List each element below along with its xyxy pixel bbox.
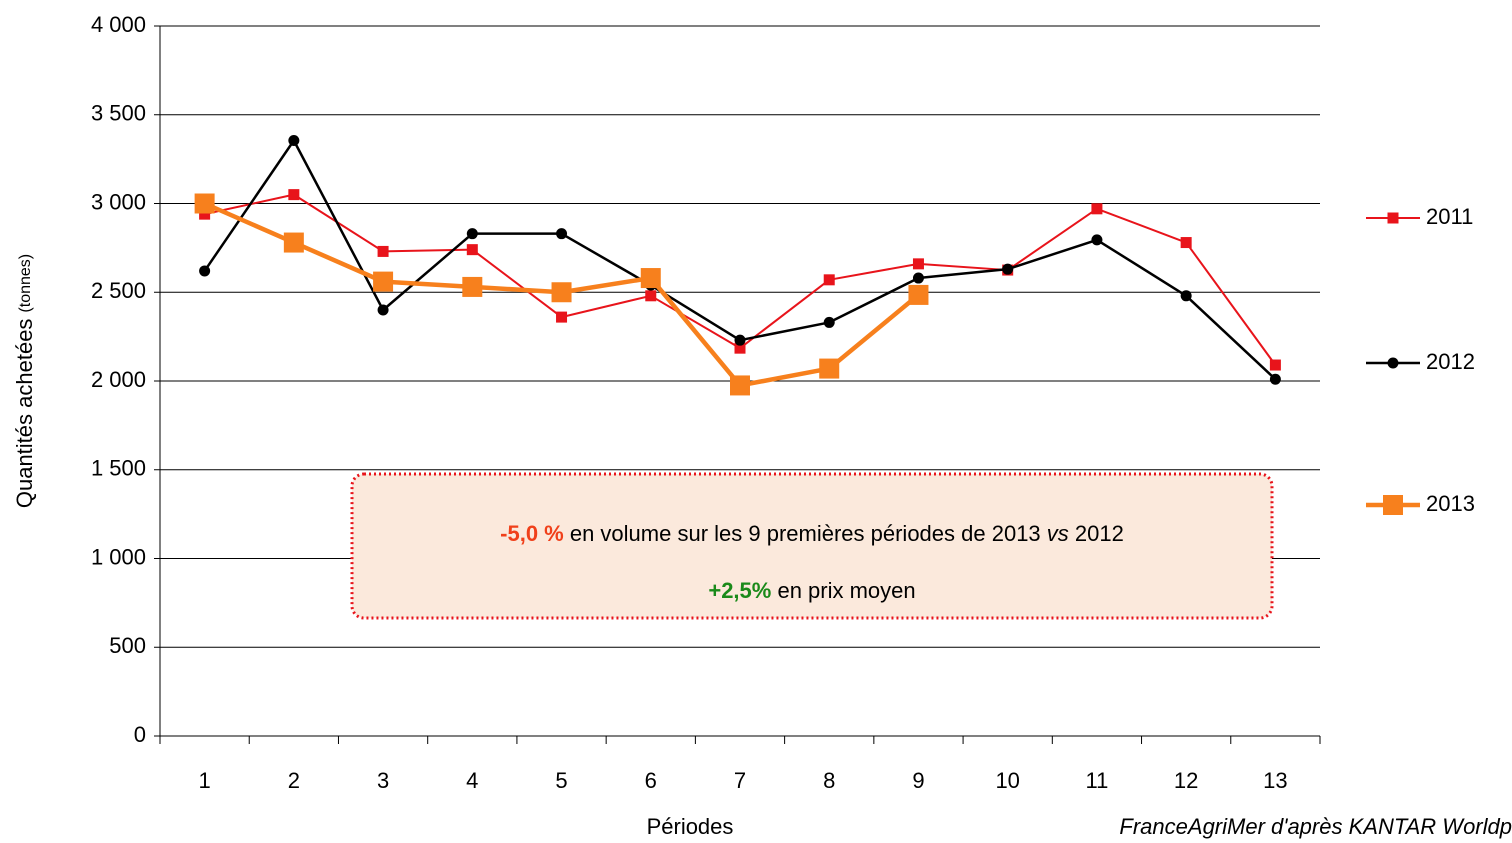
y-tick-label: 0: [134, 722, 146, 747]
legend-label: 2012: [1426, 349, 1475, 374]
marker: [199, 208, 211, 220]
marker: [823, 274, 835, 286]
x-tick-label: 12: [1174, 768, 1198, 793]
x-tick-label: 9: [912, 768, 924, 793]
legend-item: 2013: [1366, 491, 1475, 516]
annotation-line: +2,5% en prix moyen: [708, 578, 915, 603]
x-tick-label: 1: [198, 768, 210, 793]
marker: [645, 290, 657, 302]
x-axis-label: Périodes: [647, 814, 734, 839]
y-tick-label: 1 500: [91, 456, 146, 481]
marker: [912, 258, 924, 270]
y-axis-label: Quantités achetées (tonnes): [12, 254, 37, 508]
marker: [734, 334, 746, 346]
series: [199, 189, 1281, 371]
legend-label: 2011: [1426, 204, 1473, 229]
series: [199, 134, 1281, 385]
source: FranceAgriMer d'après KANTAR Worldp: [1119, 814, 1512, 839]
annotation-box: [350, 472, 1274, 620]
marker: [373, 271, 394, 292]
series: [194, 193, 929, 396]
annotation-highlight: +2,5%: [708, 578, 771, 603]
marker: [466, 228, 478, 240]
marker: [819, 358, 840, 379]
y-tick-label: 2 500: [91, 278, 146, 303]
marker: [288, 189, 300, 201]
x-tick-label: 3: [377, 768, 389, 793]
y-tick-label: 4 000: [91, 12, 146, 37]
marker: [1269, 359, 1281, 371]
marker: [556, 228, 568, 240]
y-tick-label: 500: [109, 633, 146, 658]
annotation-text: en volume sur les 9 premières périodes d…: [564, 521, 1047, 546]
marker: [551, 282, 572, 303]
marker: [377, 245, 389, 257]
marker: [377, 304, 389, 316]
y-tick-label: 3 000: [91, 189, 146, 214]
x-tick-label: 13: [1263, 768, 1287, 793]
marker: [1002, 263, 1014, 275]
marker: [1180, 237, 1192, 249]
marker: [1383, 495, 1403, 515]
x-tick-label: 2: [288, 768, 300, 793]
x-tick-label: 10: [995, 768, 1019, 793]
annotation-text: 2012: [1069, 521, 1124, 546]
annotation-line: -5,0 % en volume sur les 9 premières pér…: [500, 521, 1124, 546]
marker: [283, 232, 304, 253]
marker: [1091, 234, 1103, 246]
marker: [199, 265, 211, 277]
marker: [912, 272, 924, 284]
annotation-italic: vs: [1047, 521, 1069, 546]
x-tick-label: 6: [645, 768, 657, 793]
annotation-text: en prix moyen: [771, 578, 915, 603]
marker: [1091, 203, 1103, 215]
marker: [288, 134, 300, 146]
marker: [462, 276, 483, 297]
marker: [1387, 357, 1399, 369]
legend-item: 2012: [1366, 349, 1475, 374]
marker: [823, 316, 835, 328]
x-tick-label: 4: [466, 768, 478, 793]
marker: [556, 311, 568, 323]
y-axis-unit: (tonnes): [17, 254, 34, 313]
annotation-highlight: -5,0 %: [500, 521, 564, 546]
x-tick-label: 8: [823, 768, 835, 793]
marker: [908, 284, 929, 305]
legend-item: 2011: [1366, 204, 1473, 229]
marker: [194, 193, 215, 214]
marker: [734, 342, 746, 354]
x-tick-label: 5: [555, 768, 567, 793]
marker: [640, 268, 661, 289]
marker: [730, 375, 750, 396]
y-tick-label: 3 500: [91, 101, 146, 126]
marker: [1387, 212, 1399, 224]
legend-label: 2013: [1426, 491, 1475, 516]
marker: [1180, 290, 1192, 302]
marker: [1269, 373, 1281, 385]
x-tick-label: 11: [1086, 768, 1109, 793]
marker: [466, 244, 478, 256]
y-tick-label: 1 000: [91, 544, 146, 569]
x-tick-label: 7: [734, 768, 746, 793]
y-axis-title: Quantités achetées: [12, 319, 37, 509]
y-tick-label: 2 000: [91, 367, 146, 392]
